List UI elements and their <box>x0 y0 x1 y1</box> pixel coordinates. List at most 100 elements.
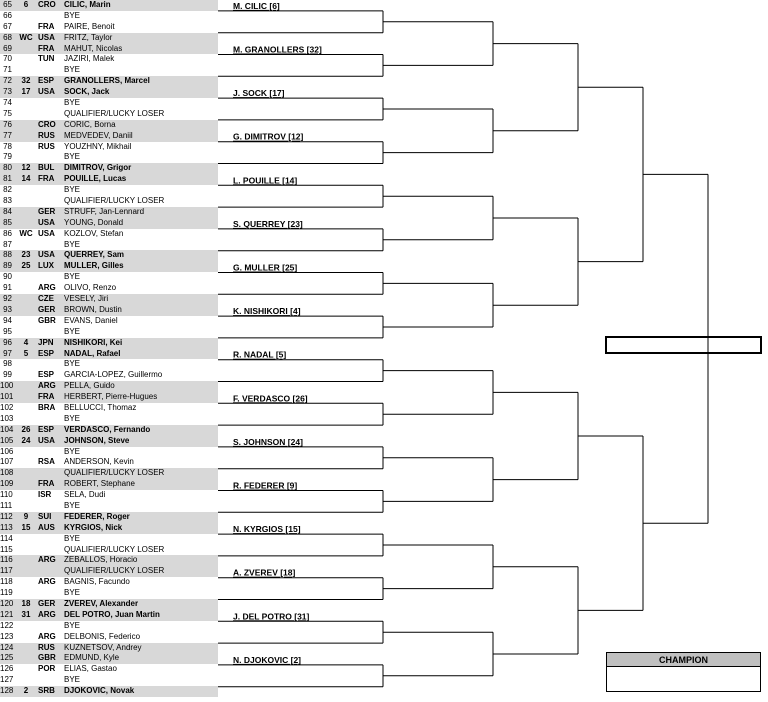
row-name: BYE <box>64 447 218 458</box>
row-name: PAIRE, Benoit <box>64 22 218 33</box>
row-name: HERBERT, Pierre-Hugues <box>64 392 218 403</box>
draw-row: 122BYE <box>0 621 218 632</box>
row-nat: ESP <box>38 425 64 436</box>
draw-row: 100ARGPELLA, Guido <box>0 381 218 392</box>
row-name: MULLER, Gilles <box>64 261 218 272</box>
draw-row: 67FRAPAIRE, Benoit <box>0 22 218 33</box>
draw-row: 975ESPNADAL, Rafael <box>0 349 218 360</box>
row-num: 103 <box>0 414 14 425</box>
row-num: 85 <box>0 218 14 229</box>
row-seed: 4 <box>14 338 38 349</box>
row-seed: 26 <box>14 425 38 436</box>
draw-row: 7232ESPGRANOLLERS, Marcel <box>0 76 218 87</box>
draw-row: 107RSAANDERSON, Kevin <box>0 457 218 468</box>
row-nat: SRB <box>38 686 64 697</box>
draw-row: 70TUNJAZIRI, Malek <box>0 54 218 65</box>
row-num: 76 <box>0 120 14 131</box>
row-num: 117 <box>0 566 14 577</box>
row-num: 124 <box>0 643 14 654</box>
row-nat: FRA <box>38 174 64 185</box>
row-name: BYE <box>64 240 218 251</box>
row-name: BYE <box>64 414 218 425</box>
draw-row: 90BYE <box>0 272 218 283</box>
row-name: GRANOLLERS, Marcel <box>64 76 218 87</box>
row-num: 67 <box>0 22 14 33</box>
draw-row: 94GBREVANS, Daniel <box>0 316 218 327</box>
draw-row: 12018GERZVEREV, Alexander <box>0 599 218 610</box>
row-seed: 24 <box>14 436 38 447</box>
row-nat: FRA <box>38 392 64 403</box>
draw-row: 115QUALIFIER/LUCKY LOSER <box>0 545 218 556</box>
row-name: NISHIKORI, Kei <box>64 338 218 349</box>
row-name: VERDASCO, Fernando <box>64 425 218 436</box>
row-name: JOHNSON, Steve <box>64 436 218 447</box>
row-num: 78 <box>0 142 14 153</box>
row-num: 100 <box>0 381 14 392</box>
row-num: 110 <box>0 490 14 501</box>
draw-row: 84GERSTRUFF, Jan-Lennard <box>0 207 218 218</box>
row-nat: CRO <box>38 0 64 11</box>
row-name: DJOKOVIC, Novak <box>64 686 218 697</box>
row-nat: TUN <box>38 54 64 65</box>
row-nat: USA <box>38 229 64 240</box>
row-name: DELBONIS, Federico <box>64 632 218 643</box>
row-num: 113 <box>0 523 14 534</box>
row-name: CORIC, Borna <box>64 120 218 131</box>
row-num: 83 <box>0 196 14 207</box>
row-name: FEDERER, Roger <box>64 512 218 523</box>
row-nat: BRA <box>38 403 64 414</box>
row-seed: WC <box>14 229 38 240</box>
row-name: BYE <box>64 501 218 512</box>
row-name: GARCIA-LOPEZ, Guillermo <box>64 370 218 381</box>
svg-text:S. JOHNSON [24]: S. JOHNSON [24] <box>233 437 303 447</box>
draw-row: 125GBREDMUND, Kyle <box>0 653 218 664</box>
row-nat: ISR <box>38 490 64 501</box>
svg-text:R. FEDERER [9]: R. FEDERER [9] <box>233 481 297 491</box>
row-nat: ESP <box>38 76 64 87</box>
row-nat: ARG <box>38 283 64 294</box>
draw-row: 86WCUSAKOZLOV, Stefan <box>0 229 218 240</box>
row-nat: ARG <box>38 610 64 621</box>
row-name: BYE <box>64 359 218 370</box>
row-seed: 14 <box>14 174 38 185</box>
draw-list: 656CROCILIC, Marin66BYE67FRAPAIRE, Benoi… <box>0 0 218 697</box>
row-num: 108 <box>0 468 14 479</box>
row-nat: GER <box>38 207 64 218</box>
row-num: 99 <box>0 370 14 381</box>
draw-row: 79BYE <box>0 152 218 163</box>
row-num: 109 <box>0 479 14 490</box>
row-num: 119 <box>0 588 14 599</box>
row-seed: 17 <box>14 87 38 98</box>
draw-row: 126PORELIAS, Gastao <box>0 664 218 675</box>
row-num: 80 <box>0 163 14 174</box>
row-nat: USA <box>38 436 64 447</box>
row-num: 90 <box>0 272 14 283</box>
draw-row: 66BYE <box>0 11 218 22</box>
row-nat: ARG <box>38 381 64 392</box>
draw-row: 68WCUSAFRITZ, Taylor <box>0 33 218 44</box>
svg-text:G. DIMITROV [12]: G. DIMITROV [12] <box>233 132 304 142</box>
row-name: DEL POTRO, Juan Martin <box>64 610 218 621</box>
row-name: OLIVO, Renzo <box>64 283 218 294</box>
row-nat: AUS <box>38 523 64 534</box>
row-num: 115 <box>0 545 14 556</box>
row-num: 84 <box>0 207 14 218</box>
row-num: 128 <box>0 686 14 697</box>
row-name: QUALIFIER/LUCKY LOSER <box>64 566 218 577</box>
draw-row: 1129SUIFEDERER, Roger <box>0 512 218 523</box>
draw-row: 91ARGOLIVO, Renzo <box>0 283 218 294</box>
row-name: VESELY, Jiri <box>64 294 218 305</box>
draw-row: 93GERBROWN, Dustin <box>0 305 218 316</box>
row-nat: USA <box>38 33 64 44</box>
draw-row: 109FRAROBERT, Stephane <box>0 479 218 490</box>
draw-row: 69FRAMAHUT, Nicolas <box>0 44 218 55</box>
row-num: 123 <box>0 632 14 643</box>
row-num: 70 <box>0 54 14 65</box>
row-seed: 12 <box>14 163 38 174</box>
row-seed: 25 <box>14 261 38 272</box>
row-num: 111 <box>0 501 14 512</box>
row-nat: CRO <box>38 120 64 131</box>
row-nat: ARG <box>38 555 64 566</box>
row-seed: 5 <box>14 349 38 360</box>
row-num: 107 <box>0 457 14 468</box>
